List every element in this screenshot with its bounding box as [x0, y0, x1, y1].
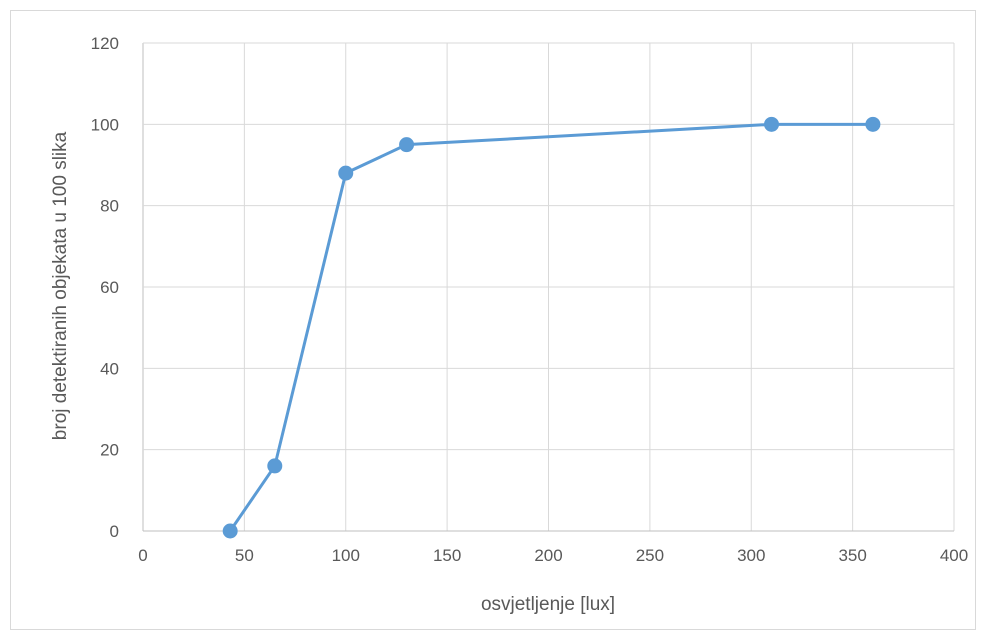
- y-tick-label: 120: [91, 34, 119, 53]
- y-tick-label: 80: [100, 197, 119, 216]
- x-tick-label: 100: [332, 546, 360, 565]
- x-tick-labels: 0 50 100 150 200 250 300 350 400: [138, 546, 968, 565]
- y-axis-title: broj detektiranih objekata u 100 slika: [50, 131, 71, 440]
- chart-frame: [10, 10, 976, 630]
- x-tick-label: 0: [138, 546, 147, 565]
- y-tick-label: 20: [100, 441, 119, 460]
- y-tick-label: 40: [100, 359, 119, 378]
- data-point: [865, 116, 881, 132]
- y-tick-label: 0: [110, 522, 119, 541]
- x-axis-title: osvjetljenje [lux]: [481, 594, 615, 615]
- data-point: [399, 137, 415, 153]
- x-tick-label: 350: [838, 546, 866, 565]
- series-line-layer: [228, 122, 875, 533]
- x-tick-label: 250: [636, 546, 664, 565]
- data-point: [764, 116, 780, 132]
- x-tick-label: 300: [737, 546, 765, 565]
- data-point: [267, 458, 283, 474]
- x-tick-label: 400: [940, 546, 968, 565]
- data-point: [222, 523, 238, 539]
- x-tick-label: 150: [433, 546, 461, 565]
- y-tick-label: 60: [100, 278, 119, 297]
- grid-lines: [142, 42, 955, 532]
- data-points: [222, 116, 881, 539]
- series-line: [228, 122, 875, 533]
- x-tick-label: 50: [235, 546, 254, 565]
- y-tick-labels: 0 20 40 60 80 100 120: [91, 34, 119, 541]
- data-point: [338, 165, 354, 181]
- y-tick-label: 100: [91, 115, 119, 134]
- x-tick-label: 200: [534, 546, 562, 565]
